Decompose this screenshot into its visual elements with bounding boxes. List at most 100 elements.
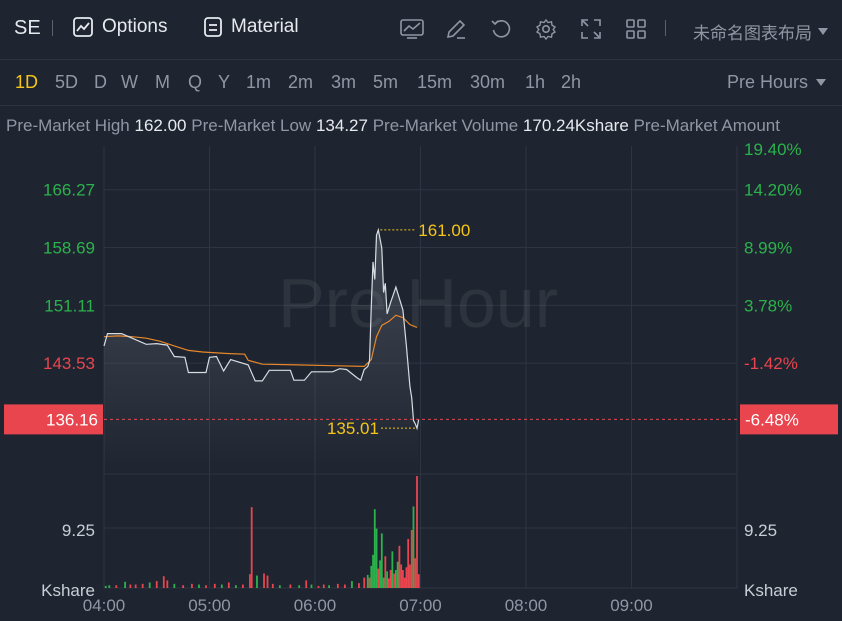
period-1d[interactable]: 1D [15, 72, 39, 92]
volume-bar [129, 584, 132, 588]
volume-bar [370, 565, 373, 588]
settings-icon[interactable] [535, 18, 557, 40]
volume-bar [358, 583, 360, 588]
fullscreen-icon[interactable] [580, 18, 602, 40]
volume-bar [242, 584, 244, 588]
chart-axes: 19.40% 166.27 14.20% 158.69 8.99% 151.11 3.78%… [4, 140, 838, 615]
volume-bar [407, 538, 410, 588]
period-year[interactable]: Y [218, 72, 231, 92]
volume-bar [336, 583, 339, 588]
layout-selector[interactable]: 未命名图表布局 [693, 19, 828, 44]
layout-grid-icon[interactable] [625, 18, 647, 40]
volume-bar [414, 558, 417, 588]
current-pct-label: -6.48% [745, 410, 799, 429]
volume-bar [162, 576, 165, 588]
period-1h[interactable]: 1h [525, 72, 546, 92]
chevron-down-icon [816, 79, 826, 86]
toolbar-divider [52, 20, 53, 36]
volume-bar [396, 561, 399, 588]
volume-bar [317, 585, 320, 588]
right-axis-label: 3.78% [744, 296, 792, 315]
time-axis-label: 08:00 [505, 596, 548, 615]
chevron-down-icon [818, 28, 828, 35]
volume-bar [386, 571, 388, 588]
right-axis-top-label: 19.40% [744, 140, 802, 159]
volume-bar [391, 551, 394, 588]
volume-bar [379, 560, 381, 588]
volume-bar [256, 575, 258, 588]
draw-icon[interactable] [445, 18, 467, 40]
time-axis-label: 09:00 [610, 596, 653, 615]
volume-bar [124, 581, 126, 588]
period-1m[interactable]: 1m [246, 72, 272, 92]
reset-icon[interactable] [490, 18, 512, 40]
volume-bar [278, 585, 281, 588]
volume-bar [366, 574, 369, 588]
right-axis-label: 14.20% [744, 181, 802, 200]
volume-bar [213, 583, 216, 588]
current-price-label: 136.16 [46, 410, 98, 429]
high-annotation-label: 161.00 [418, 221, 470, 240]
volume-bar [393, 573, 396, 588]
volume-bar [400, 564, 403, 588]
volume-bar [166, 580, 169, 588]
chart-watermark: Pre Hour [278, 264, 558, 342]
material-button[interactable]: Material [203, 16, 299, 38]
left-axis-label: 143.53 [43, 354, 95, 373]
session-selector[interactable]: Pre Hours [727, 72, 826, 93]
chart-style-icon[interactable] [400, 18, 424, 40]
period-month[interactable]: M [155, 72, 170, 92]
left-axis-label: 166.27 [43, 181, 95, 200]
volume-bar [155, 581, 158, 588]
premarket-stats: Pre-Market High 162.00 Pre-Market Low 13… [6, 116, 842, 136]
volume-bar [403, 577, 406, 588]
volume-bar [198, 584, 200, 588]
period-quarter[interactable]: Q [188, 72, 203, 92]
period-30m[interactable]: 30m [470, 72, 506, 92]
time-axis-label: 07:00 [399, 596, 442, 615]
volume-bar [322, 584, 325, 588]
volume-bar [271, 583, 274, 588]
material-label: Material [231, 16, 299, 37]
period-5d[interactable]: 5D [55, 72, 79, 92]
volume-bar [220, 584, 223, 588]
current-price-tag [4, 404, 103, 435]
volume-axis-label: 9.25 [744, 521, 777, 540]
period-week[interactable]: W [121, 72, 138, 92]
volume-bar [343, 584, 346, 588]
volume-label: Pre-Market Volume [372, 116, 519, 135]
options-button[interactable]: Options [72, 16, 167, 38]
volume-bar [380, 533, 383, 588]
volume-bar [373, 509, 376, 588]
volume-bar [205, 585, 207, 588]
volume-bars [104, 476, 420, 588]
volume-value: 170.24Kshare [522, 116, 629, 135]
period-selector: 1D 5D D W M Q Y 1m 2m 3m 5m 15m 30m 1h 2… [0, 60, 842, 106]
time-axis-label: 06:00 [294, 596, 337, 615]
period-3m[interactable]: 3m [331, 72, 357, 92]
volume-bar [387, 578, 390, 588]
right-axis-label: 8.99% [744, 239, 792, 258]
price-annotations: 161.00 135.01 [327, 221, 470, 438]
volume-bar [148, 582, 151, 588]
period-2m[interactable]: 2m [288, 72, 314, 92]
period-5m[interactable]: 5m [373, 72, 399, 92]
chart-toolbar: SE Options Material 未命名图表布局 [0, 0, 842, 60]
volume-bar [108, 585, 111, 588]
volume-bar [298, 585, 301, 588]
volume-bar [249, 574, 251, 588]
period-day[interactable]: D [94, 72, 107, 92]
period-15m[interactable]: 15m [417, 72, 453, 92]
period-2h[interactable]: 2h [561, 72, 582, 92]
volume-bar [173, 583, 176, 588]
volume-bar [351, 581, 353, 588]
volume-bar [234, 585, 237, 588]
symbol-label[interactable]: SE [14, 17, 41, 39]
toolbar-divider [665, 20, 666, 36]
chart-grid [103, 146, 738, 589]
time-axis-label: 05:00 [188, 596, 231, 615]
right-axis-label: -1.42% [744, 354, 798, 373]
volume-bar [250, 507, 253, 588]
volume-bar [134, 584, 137, 588]
